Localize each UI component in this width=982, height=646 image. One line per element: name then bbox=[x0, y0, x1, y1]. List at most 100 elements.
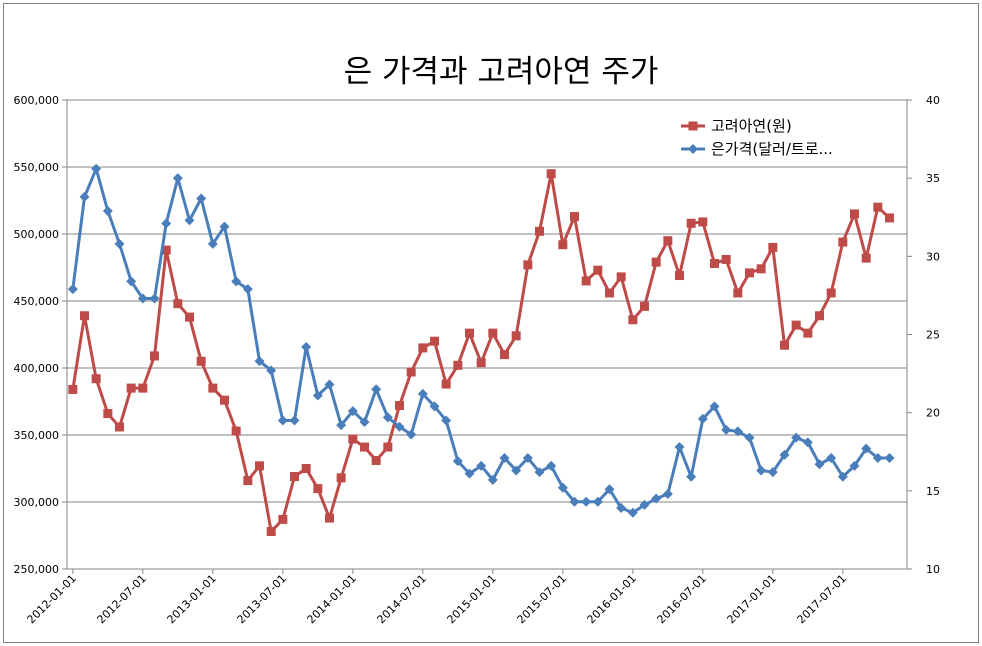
data-point bbox=[149, 293, 160, 304]
data-point bbox=[418, 343, 428, 353]
data-point bbox=[861, 253, 871, 263]
data-point bbox=[733, 288, 743, 298]
data-point bbox=[196, 193, 207, 204]
data-point bbox=[429, 401, 440, 412]
data-point bbox=[779, 449, 790, 460]
x-tick-label: 2016-07-01 bbox=[655, 572, 709, 626]
data-point bbox=[616, 272, 626, 282]
data-point bbox=[161, 218, 172, 229]
data-point bbox=[102, 205, 113, 216]
legend: 고려아연(원) 은가격(달러/트로... bbox=[681, 117, 833, 158]
data-point bbox=[394, 421, 405, 432]
data-point bbox=[277, 415, 288, 426]
data-point bbox=[535, 226, 544, 236]
data-point bbox=[453, 360, 463, 370]
data-point bbox=[872, 453, 883, 464]
data-point bbox=[383, 442, 393, 452]
data-point bbox=[697, 413, 708, 424]
data-point bbox=[721, 424, 732, 435]
y2-tick-label: 35 bbox=[926, 172, 940, 185]
data-point bbox=[382, 412, 393, 423]
y-tick-label: 450,000 bbox=[14, 295, 60, 308]
data-point bbox=[592, 496, 603, 507]
data-point bbox=[67, 284, 78, 295]
data-point bbox=[278, 514, 288, 524]
data-point bbox=[289, 415, 300, 426]
data-point bbox=[767, 467, 778, 478]
legend-label: 은가격(달러/트로... bbox=[711, 140, 833, 158]
x-tick-label: 2014-01-01 bbox=[305, 572, 359, 626]
y-tick-label: 350,000 bbox=[14, 429, 60, 442]
data-point bbox=[873, 202, 883, 212]
data-point bbox=[557, 482, 568, 493]
data-point bbox=[172, 173, 183, 184]
data-point bbox=[815, 311, 824, 321]
x-tick-label: 2013-07-01 bbox=[235, 572, 289, 626]
data-point bbox=[570, 212, 579, 222]
data-point bbox=[569, 496, 580, 507]
left-axis-ticks: 250,000 300,000 350,000 400,000 450,000 500,0… bbox=[14, 94, 67, 576]
y2-tick-label: 20 bbox=[926, 407, 940, 420]
data-point bbox=[114, 238, 125, 249]
x-tick-label: 2015-01-01 bbox=[445, 572, 499, 626]
data-point bbox=[359, 417, 370, 428]
data-point bbox=[675, 271, 684, 281]
data-point bbox=[674, 442, 685, 453]
data-point bbox=[522, 453, 533, 464]
data-point bbox=[126, 383, 136, 393]
data-point bbox=[360, 442, 369, 452]
data-point bbox=[604, 484, 615, 495]
x-tick-label: 2016-01-01 bbox=[585, 572, 639, 626]
y-tick-label: 600,000 bbox=[14, 94, 60, 107]
data-point bbox=[395, 401, 404, 411]
series-layer bbox=[67, 163, 895, 536]
x-tick-label: 2013-01-01 bbox=[165, 572, 219, 626]
data-point bbox=[721, 254, 731, 264]
data-point bbox=[312, 390, 323, 401]
data-point bbox=[231, 276, 242, 287]
data-point bbox=[616, 503, 627, 514]
data-point bbox=[802, 437, 813, 448]
data-point bbox=[184, 215, 195, 226]
data-point bbox=[80, 311, 89, 321]
data-point bbox=[476, 358, 486, 368]
data-point bbox=[79, 191, 90, 202]
data-point bbox=[173, 299, 183, 309]
data-point bbox=[242, 284, 253, 295]
data-point bbox=[511, 331, 521, 341]
data-point bbox=[511, 465, 522, 476]
data-point bbox=[640, 301, 649, 311]
data-point bbox=[406, 429, 417, 440]
right-axis-ticks: 10 15 20 25 30 35 40 bbox=[907, 94, 940, 576]
data-point bbox=[325, 513, 334, 523]
data-point bbox=[452, 456, 463, 467]
y-tick-label: 250,000 bbox=[14, 563, 60, 576]
data-point bbox=[581, 496, 592, 507]
y2-tick-label: 10 bbox=[926, 563, 940, 576]
y2-tick-label: 25 bbox=[926, 329, 940, 342]
data-point bbox=[581, 276, 591, 286]
data-point bbox=[826, 288, 836, 298]
data-point bbox=[196, 356, 206, 366]
y-tick-label: 400,000 bbox=[14, 362, 60, 375]
legend-marker bbox=[688, 121, 698, 131]
data-point bbox=[220, 395, 229, 405]
legend-marker bbox=[688, 144, 698, 154]
x-tick-label: 2015-07-01 bbox=[515, 572, 569, 626]
line-chart: 은 가격과 고려아연 주가 250,000 300,000 350,000 400,0… bbox=[14, 54, 941, 626]
data-point bbox=[406, 367, 416, 377]
data-point bbox=[266, 365, 277, 376]
data-point bbox=[884, 453, 895, 464]
data-point bbox=[254, 356, 265, 367]
data-point bbox=[336, 473, 346, 483]
data-point bbox=[324, 379, 335, 390]
data-point bbox=[301, 342, 312, 353]
data-point bbox=[627, 507, 638, 518]
data-point bbox=[500, 350, 509, 360]
y2-tick-label: 30 bbox=[926, 250, 940, 263]
y-tick-label: 300,000 bbox=[14, 496, 60, 509]
data-point bbox=[605, 288, 614, 298]
x-tick-label: 2017-07-01 bbox=[795, 572, 849, 626]
data-point bbox=[336, 420, 347, 431]
data-point bbox=[126, 276, 137, 287]
